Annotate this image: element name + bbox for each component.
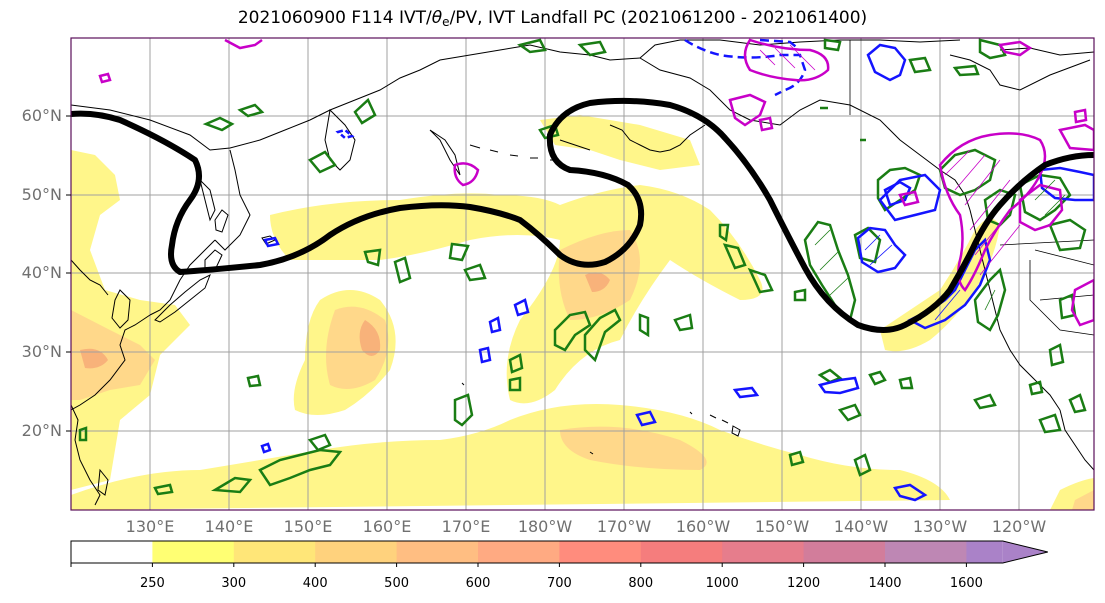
lon-label-140e: 140°E: [204, 517, 254, 536]
lat-label-20n: 20°N: [21, 421, 62, 440]
colorbar-segment: [315, 541, 398, 563]
colorbar-segment: [803, 541, 886, 563]
colorbar-segment: [640, 541, 723, 563]
map-frame: [70, 37, 1095, 511]
colorbar-label: 800: [628, 576, 654, 591]
colorbar-label: 400: [302, 576, 328, 591]
map-title: 2021060900 F114 IVT/θe/PV, IVT Landfall …: [237, 8, 868, 29]
lon-label-150w: 150°W: [754, 517, 810, 536]
colorbar-segment: [233, 541, 316, 563]
lat-label-40n: 40°N: [21, 263, 62, 282]
colorbar-segment: [722, 541, 805, 563]
colorbar-label: 600: [465, 576, 491, 591]
colorbar-label: 700: [546, 576, 572, 591]
colorbar-segment: [396, 541, 479, 563]
lat-label-60n: 60°N: [21, 106, 62, 125]
pc-contour: [71, 97, 1094, 333]
lon-label-180w: 180°W: [517, 517, 573, 536]
colorbar-segment: [478, 541, 560, 563]
lon-label-130w: 130°W: [912, 517, 968, 536]
colorbar-segment: [885, 541, 967, 563]
colorbar-extension: [1002, 541, 1048, 563]
colorbar-segment: [152, 541, 235, 563]
colorbar-label: 250: [139, 576, 165, 591]
lon-label-170e: 170°E: [441, 517, 491, 536]
lon-label-120w: 120°W: [991, 517, 1047, 536]
lon-label-160w: 160°W: [675, 517, 731, 536]
lat-label-30n: 30°N: [21, 342, 62, 361]
lon-label-140w: 140°W: [833, 517, 889, 536]
colorbar-label: 1400: [868, 576, 902, 591]
lon-label-150e: 150°E: [283, 517, 333, 536]
colorbar: [70, 540, 1053, 567]
colorbar-label: 1000: [705, 576, 739, 591]
colorbar-segment: [71, 541, 153, 563]
hatch-marks: [759, 44, 1066, 321]
pv-contours-magenta: [98, 38, 1094, 327]
colorbar-segment: [559, 541, 642, 563]
lon-label-130e: 130°E: [125, 517, 175, 536]
colorbar-outline: [70, 540, 1048, 564]
colorbar-label: 1200: [787, 576, 821, 591]
colorbar-label: 1600: [949, 576, 983, 591]
colorbar-label: 300: [221, 576, 247, 591]
lat-label-50n: 50°N: [21, 185, 62, 204]
colorbar-label: 500: [384, 576, 410, 591]
ivt-fill: [71, 115, 1094, 510]
lon-label-170w: 170°W: [596, 517, 652, 536]
lat-ticks: [66, 115, 71, 432]
lon-label-160e: 160°E: [362, 517, 412, 536]
